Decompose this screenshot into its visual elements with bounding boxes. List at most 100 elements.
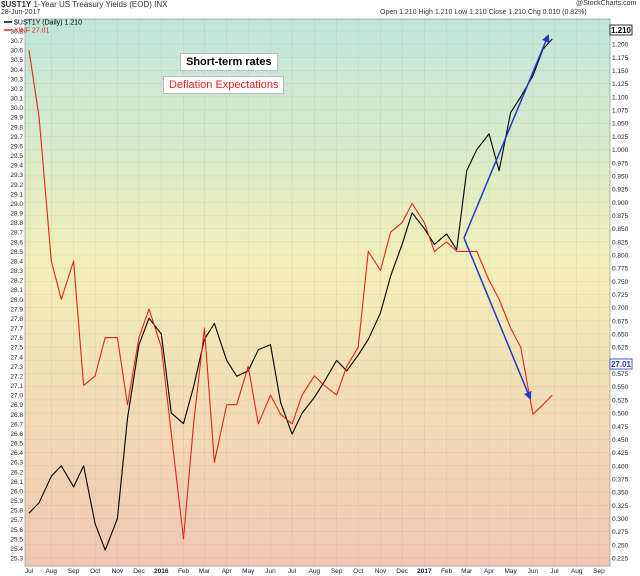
x-tick-label: Mar [461,568,473,575]
left-tick-label: 26.5 [10,441,23,448]
x-tick-label: Nov [112,568,124,575]
right-tick-label: 0.225 [612,556,629,563]
right-tick-label: 0.925 [612,187,629,194]
left-tick-label: 28.6 [10,239,23,246]
series-group [28,38,553,551]
right-tick-label: 0.675 [612,318,629,325]
left-tick-label: 30.7 [10,38,23,45]
left-tick-label: 26.3 [10,460,23,467]
left-tick-label: 25.8 [10,508,23,515]
last-value-badges: 1.210 27.01 [609,24,633,370]
left-tick-label: 29.3 [10,172,23,179]
left-tick-label: 28.2 [10,278,23,285]
left-tick-label: 29.8 [10,124,23,131]
x-tick-label: Dec [396,568,408,575]
left-tick-label: 26.1 [10,479,23,486]
ticker-symbol: $UST1Y [1,0,32,9]
legend: $UST1Y (Daily) 1.210 XINF 27.01 [4,20,82,35]
right-axis: 1.2251.2001.1751.1501.1251.1001.0751.050… [612,29,629,563]
series-line-ust1y [28,38,553,551]
left-tick-label: 30.6 [10,48,23,55]
left-tick-label: 30.8 [10,29,23,36]
right-tick-label: 0.450 [612,437,629,444]
left-tick-label: 29.1 [10,191,23,198]
right-tick-label: 0.325 [612,503,629,510]
left-tick-label: 26.2 [10,469,23,476]
right-tick-label: 0.650 [612,332,629,339]
down-arrow [463,237,532,400]
last-value-xinf: 27.01 [611,360,632,369]
last-value-badge-red [609,358,633,370]
left-tick-label: 26.7 [10,421,23,428]
x-tick-label: Sep [331,568,343,575]
legend-label-xinf: XINF 27.01 [14,28,50,35]
right-tick-label: 0.625 [612,345,629,352]
right-tick-label: 0.975 [612,160,629,167]
right-tick-label: 1.175 [612,55,629,62]
annotation-short-term-rates: Short-term rates [180,53,278,71]
right-tick-label: 0.800 [612,252,629,259]
x-tick-label: Jul [550,568,559,575]
x-tick-label: Apr [484,568,495,575]
right-tick-label: 1.050 [612,121,629,128]
left-axis: 30.8 30.7 30.6 30.5 30.4 30.3 30.2 30.1 30.0 29.9… [10,29,23,563]
left-tick-label: 30.1 [10,96,23,103]
right-tick-label: 0.425 [612,450,629,457]
x-tick-label: Mar [199,568,211,575]
x-tick-label: Aug [571,568,583,575]
x-tick-label: May [504,568,517,575]
left-tick-label: 30.4 [10,67,23,74]
right-tick-label: 0.475 [612,424,629,431]
right-tick-label: 0.825 [612,239,629,246]
left-tick-label: 30.5 [10,57,23,64]
left-tick-label: 29.4 [10,163,23,170]
chart-date: 28-Jun-2017 [1,9,41,16]
right-tick-label: 0.500 [612,411,629,418]
right-tick-label: 0.775 [612,266,629,273]
right-tick-label: 0.550 [612,384,629,391]
left-tick-label: 26.0 [10,488,23,495]
left-tick-label: 25.9 [10,498,23,505]
left-tick-label: 29.0 [10,201,23,208]
watermark: @StockCharts.com [576,0,637,7]
right-tick-label: 1.000 [612,147,629,154]
left-tick-label: 27.0 [10,393,23,400]
right-tick-label: 0.900 [612,200,629,207]
left-tick-label: 29.5 [10,153,23,160]
right-tick-label: 0.750 [612,279,629,286]
x-tick-label: Jul [288,568,297,575]
x-tick-label: Sep [68,568,80,575]
left-tick-label: 27.3 [10,364,23,371]
right-tick-label: 0.700 [612,305,629,312]
left-tick-label: 27.2 [10,373,23,380]
left-tick-label: 29.7 [10,134,23,141]
plot-area [24,18,611,567]
left-tick-label: 27.5 [10,345,23,352]
right-tick-label: 0.850 [612,226,629,233]
left-tick-label: 25.7 [10,517,23,524]
chart-title: 1-Year US Treasury Yields (EOD) INX [33,0,168,9]
left-tick-label: 25.5 [10,536,23,543]
left-tick-label: 28.7 [10,230,23,237]
right-tick-label: 0.875 [612,213,629,220]
x-tick-label: Jun [528,568,539,575]
x-tick-label: Apr [222,568,233,575]
left-tick-label: 28.9 [10,211,23,218]
left-tick-label: 25.3 [10,556,23,563]
left-tick-label: 27.6 [10,335,23,342]
right-tick-label: 1.150 [612,68,629,75]
right-tick-label: 0.350 [612,490,629,497]
chart-header: $UST1Y 1-Year US Treasury Yields (EOD) I… [1,0,167,9]
last-value-badge-black [609,24,633,36]
left-tick-label: 26.6 [10,431,23,438]
left-tick-label: 29.2 [10,182,23,189]
right-tick-label: 1.125 [612,81,629,88]
left-tick-label: 25.4 [10,546,23,553]
right-tick-label: 0.950 [612,173,629,180]
right-tick-label: 1.200 [612,42,629,49]
right-tick-label: 0.400 [612,463,629,470]
left-tick-label: 30.2 [10,86,23,93]
left-tick-label: 28.5 [10,249,23,256]
left-tick-label: 30.0 [10,105,23,112]
